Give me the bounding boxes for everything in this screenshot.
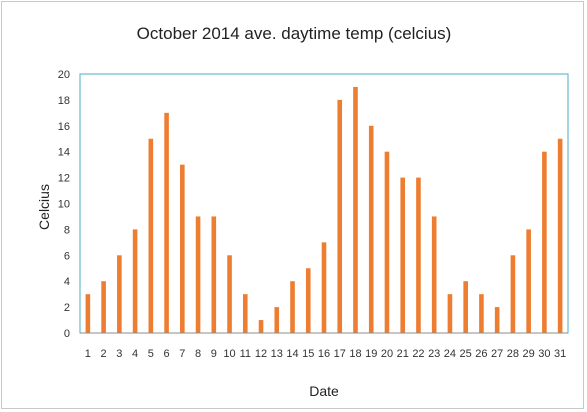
bar [542, 151, 547, 333]
x-tick-label: 17 [334, 348, 346, 360]
x-tick-label: 12 [255, 348, 267, 360]
x-tick-label: 18 [349, 348, 361, 360]
bar [132, 229, 138, 333]
bar [494, 307, 500, 333]
bar [290, 281, 295, 333]
y-tick-label: 18 [58, 95, 70, 107]
x-tick-label: 13 [271, 348, 283, 360]
x-tick-label: 4 [132, 348, 138, 360]
y-tick-label: 0 [64, 328, 70, 340]
x-tick-label: 6 [164, 348, 170, 360]
bar [85, 294, 91, 333]
x-tick-label: 30 [538, 348, 550, 360]
y-tick-label: 4 [64, 276, 70, 288]
bar [274, 307, 280, 333]
bar [510, 255, 516, 333]
bar [148, 138, 154, 333]
x-tick-label: 29 [523, 348, 535, 360]
chart-title: October 2014 ave. daytime temp (celcius) [137, 24, 452, 43]
x-tick-label: 25 [460, 348, 472, 360]
bar [368, 125, 374, 333]
bar [337, 99, 343, 334]
bar [557, 138, 563, 333]
bar [463, 281, 468, 333]
x-tick-label: 26 [475, 348, 487, 360]
x-tick-label: 31 [554, 348, 566, 360]
bar [305, 268, 311, 333]
bar [227, 255, 232, 333]
bar [400, 177, 406, 333]
x-tick-label: 24 [444, 348, 456, 360]
x-tick-label: 2 [101, 348, 107, 360]
x-tick-label: 15 [302, 348, 314, 360]
x-tick-label: 7 [179, 348, 185, 360]
bar [195, 216, 201, 333]
x-tick-label: 1 [85, 348, 91, 360]
x-tick-label: 9 [211, 348, 217, 360]
y-tick-label: 14 [58, 147, 70, 159]
bar [258, 320, 264, 333]
x-tick-label: 21 [397, 348, 409, 360]
x-tick-label: 23 [428, 348, 440, 360]
bar [117, 255, 122, 333]
bar [353, 86, 358, 333]
x-tick-label: 8 [195, 348, 201, 360]
bar [101, 281, 106, 333]
bar [164, 112, 169, 333]
x-tick-label: 20 [381, 348, 393, 360]
y-tick-label: 6 [64, 250, 70, 262]
bar [321, 242, 327, 333]
x-tick-label: 27 [491, 348, 503, 360]
bar [431, 216, 437, 333]
y-tick-label: 2 [64, 302, 70, 314]
x-tick-label: 19 [365, 348, 377, 360]
bar [416, 177, 421, 333]
x-tick-label: 11 [240, 348, 251, 360]
bar [479, 294, 484, 333]
y-tick-label: 20 [58, 69, 70, 81]
x-axis-label: Date [309, 383, 339, 399]
x-tick-label: 22 [412, 348, 424, 360]
y-tick-label: 12 [58, 173, 70, 185]
bar [211, 216, 217, 333]
x-tick-label: 28 [507, 348, 519, 360]
y-tick-label: 16 [58, 121, 70, 133]
bar [526, 229, 531, 333]
y-tick-label: 8 [64, 224, 70, 236]
y-tick-label: 10 [58, 199, 70, 211]
bar [384, 151, 390, 333]
x-tick-label: 3 [116, 348, 122, 360]
x-tick-label: 14 [286, 348, 298, 360]
x-tick-label: 16 [318, 348, 330, 360]
x-tick-label: 10 [223, 348, 235, 360]
bar [180, 164, 185, 333]
x-tick-label: 5 [148, 348, 154, 360]
bar [242, 294, 248, 333]
bar [447, 294, 453, 333]
y-axis-label: Celcius [36, 184, 52, 230]
